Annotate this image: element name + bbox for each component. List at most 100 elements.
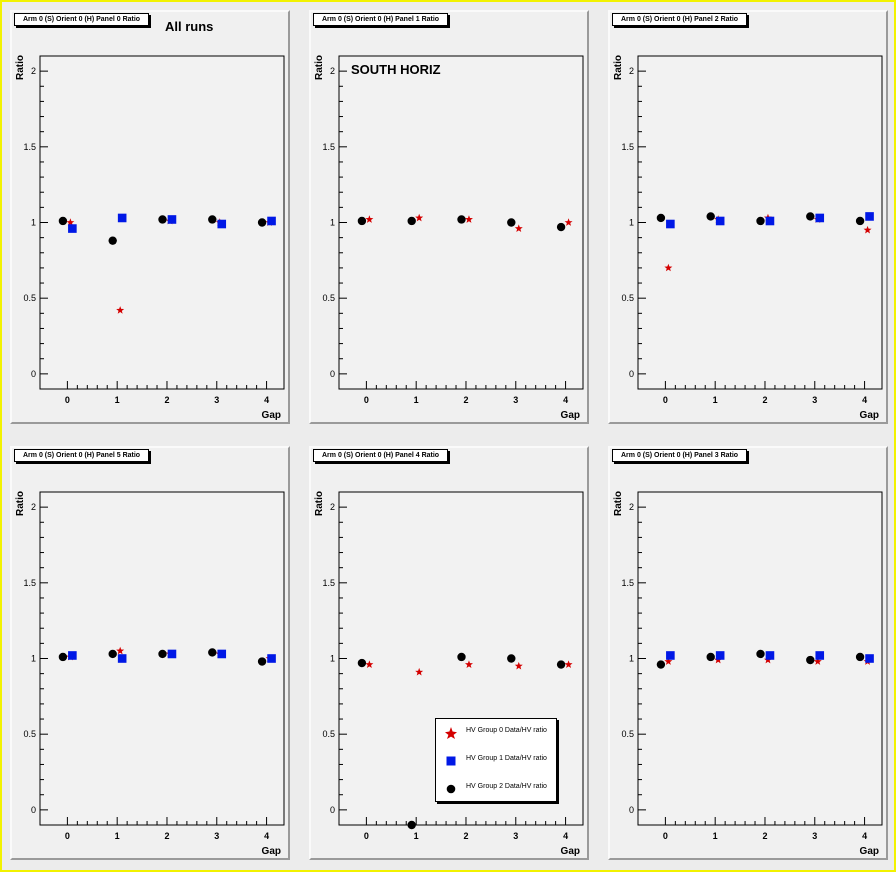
data-point-group-0 (116, 646, 125, 655)
y-tick-label: 0 (330, 805, 335, 815)
y-tick-label: 0.5 (621, 729, 634, 739)
data-point-group-1 (715, 651, 725, 660)
data-markers (656, 212, 874, 272)
legend-entry-group-2: HV Group 2 Data/HV ratio (436, 782, 556, 796)
data-point-group-2 (257, 218, 267, 227)
pad-title: Arm 0 (S) Orient 0 (H) Panel 5 Ratio (14, 449, 150, 462)
y-tick-label: 1 (31, 654, 36, 664)
y-axis-title: Ratio (15, 491, 26, 516)
y-tick-label: 2 (629, 502, 634, 512)
data-point-group-2 (108, 649, 117, 659)
data-point-group-1 (765, 651, 775, 660)
data-point-group-2 (806, 655, 815, 665)
y-axis-title: Ratio (15, 55, 26, 80)
all-runs-label: All runs (165, 19, 214, 34)
plot-pad-panel-2: 0 0.5 1 1.5 2 0 1 2 3 4 Gap Ratio Arm 0 (S) Orient … (608, 10, 888, 424)
y-tick-label: 1.5 (23, 578, 36, 588)
data-point-group-2 (58, 216, 68, 226)
x-axis-title: Gap (860, 846, 879, 857)
data-point-group-1 (68, 224, 77, 233)
y-tick-label: 1.5 (322, 578, 335, 588)
data-point-group-2 (706, 652, 715, 662)
data-point-group-2 (556, 222, 566, 232)
x-tick-label: 1 (115, 831, 120, 841)
data-point-group-1 (815, 651, 825, 660)
x-tick-label: 0 (364, 831, 369, 841)
legend-marker (446, 784, 456, 794)
data-point-group-0 (514, 661, 523, 670)
data-point-group-1 (117, 654, 127, 663)
chart-svg: 0 0.5 1 1.5 2 0 1 2 3 4 Gap Ratio (314, 55, 584, 421)
data-markers (357, 213, 573, 232)
data-point-group-1 (217, 219, 227, 229)
data-point-group-2 (756, 216, 765, 226)
data-markers (357, 652, 573, 830)
legend-marker (445, 727, 457, 739)
x-tick-label: 2 (164, 395, 169, 405)
data-point-group-2 (407, 216, 416, 226)
x-tick-label: 2 (463, 831, 468, 841)
data-point-group-2 (706, 212, 715, 221)
x-axis-title: Gap (262, 846, 281, 857)
data-point-group-2 (656, 660, 666, 669)
x-tick-label: 1 (414, 831, 419, 841)
data-point-group-0 (664, 263, 673, 272)
y-tick-label: 0 (330, 369, 335, 379)
data-point-group-0 (813, 657, 822, 665)
x-tick-label: 4 (563, 395, 568, 405)
data-point-group-2 (756, 649, 765, 659)
data-markers (58, 646, 276, 666)
data-point-group-0 (863, 225, 872, 234)
data-point-group-0 (365, 660, 374, 668)
x-tick-label: 4 (264, 395, 269, 405)
data-markers (656, 649, 874, 669)
data-point-group-2 (507, 218, 516, 227)
plot-pad-panel-0: 0 0.5 1 1.5 2 0 1 2 3 4 Gap Ratio Arm 0 (S) Orient … (10, 10, 290, 424)
data-point-group-1 (117, 213, 127, 223)
plot-pad-panel-1: 0 0.5 1 1.5 2 0 1 2 3 4 Gap Ratio Arm 0 (S) Orient … (309, 10, 589, 424)
y-tick-label: 2 (330, 66, 335, 76)
x-tick-label: 4 (563, 831, 568, 841)
x-tick-label: 2 (762, 395, 767, 405)
data-point-group-2 (158, 649, 167, 659)
y-tick-label: 0 (31, 805, 36, 815)
y-tick-label: 0 (31, 369, 36, 379)
data-point-group-2 (855, 216, 865, 226)
data-point-group-2 (407, 820, 416, 830)
x-axis-title: Gap (262, 410, 281, 421)
data-point-group-1 (267, 216, 276, 226)
circle-marker-icon (446, 784, 456, 794)
x-tick-label: 4 (862, 395, 867, 405)
legend-marker (446, 756, 456, 766)
data-point-group-1 (865, 654, 874, 663)
pad-title: Arm 0 (S) Orient 0 (H) Panel 0 Ratio (14, 13, 150, 26)
x-axis-title: Gap (561, 410, 580, 421)
y-tick-label: 1 (330, 654, 335, 664)
y-tick-label: 0.5 (621, 293, 634, 303)
y-axis-title: Ratio (314, 491, 325, 516)
x-tick-label: 0 (663, 395, 668, 405)
x-tick-label: 2 (463, 395, 468, 405)
data-point-group-2 (656, 213, 666, 223)
data-point-group-2 (556, 660, 566, 669)
legend-label: HV Group 2 Data/HV ratio (466, 783, 547, 790)
pad-title: Arm 0 (S) Orient 0 (H) Panel 4 Ratio (313, 449, 449, 462)
plot-pad-panel-3: 0 0.5 1 1.5 2 0 1 2 3 4 Gap Ratio Arm 0 (S) Orient … (608, 446, 888, 860)
x-tick-label: 0 (364, 395, 369, 405)
x-tick-label: 3 (513, 831, 518, 841)
y-axis-title: Ratio (314, 55, 325, 80)
y-tick-label: 0 (629, 805, 634, 815)
x-tick-label: 2 (762, 831, 767, 841)
data-point-group-2 (457, 215, 466, 224)
x-tick-label: 4 (264, 831, 269, 841)
data-point-group-2 (806, 212, 815, 221)
data-point-group-1 (217, 649, 227, 659)
plot-frame (39, 491, 285, 826)
data-point-group-1 (167, 215, 177, 224)
x-tick-label: 3 (214, 395, 219, 405)
south-horiz-label: SOUTH HORIZ (351, 62, 441, 77)
plot-frame (637, 491, 883, 826)
x-tick-label: 0 (65, 395, 70, 405)
data-markers (58, 213, 276, 314)
y-tick-label: 1.5 (621, 578, 634, 588)
